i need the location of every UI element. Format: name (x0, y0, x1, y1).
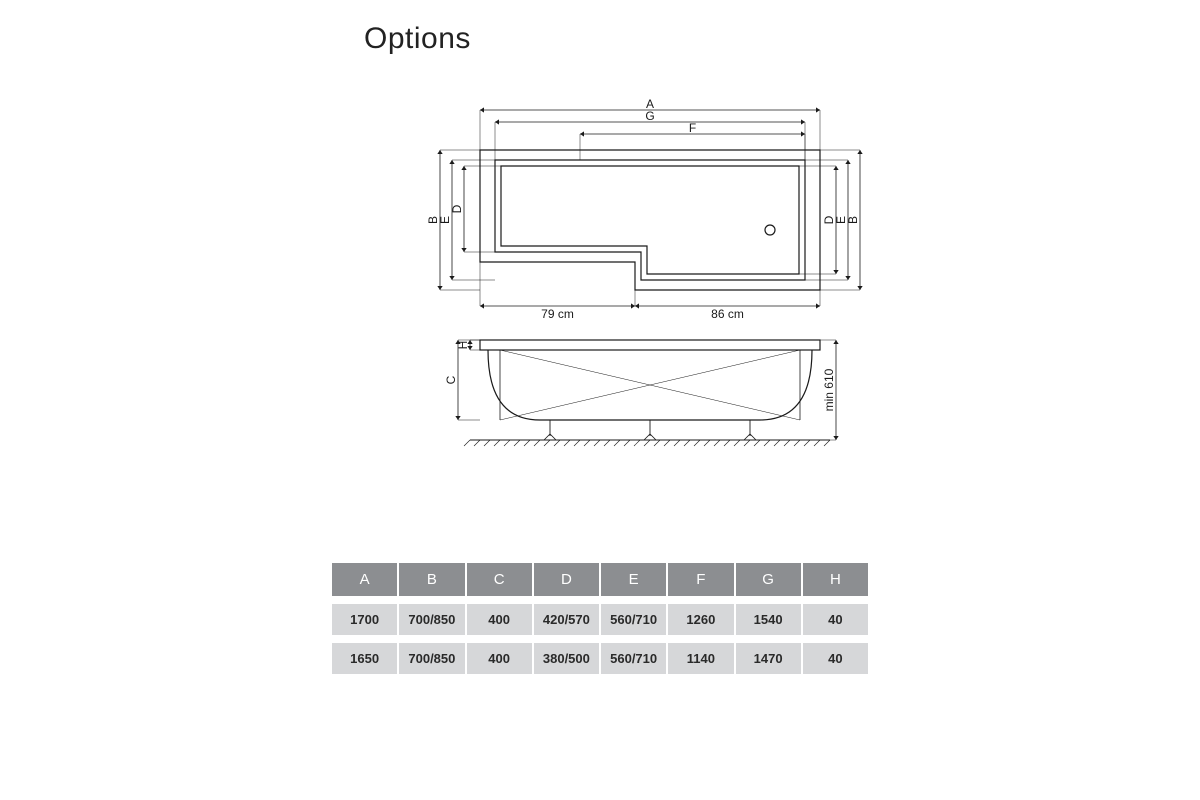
cell: 1700 (332, 604, 397, 635)
technical-drawing: AGFBEDDEB79 cm86 cmHCmin 610 (400, 80, 880, 460)
col-G: G (736, 563, 801, 596)
cell: 40 (803, 643, 868, 674)
col-A: A (332, 563, 397, 596)
cell: 1650 (332, 643, 397, 674)
col-F: F (668, 563, 733, 596)
svg-text:B: B (846, 216, 860, 224)
cell: 420/570 (534, 604, 599, 635)
svg-text:F: F (689, 121, 696, 135)
cell: 400 (467, 604, 532, 635)
cell: 1260 (668, 604, 733, 635)
cell: 1140 (668, 643, 733, 674)
cell: 400 (467, 643, 532, 674)
cell: 1470 (736, 643, 801, 674)
table-row: 1700700/850400420/570560/7101260154040 (332, 604, 868, 635)
dimensions-table: ABCDEFGH 1700700/850400420/570560/710126… (330, 555, 870, 682)
cell: 40 (803, 604, 868, 635)
col-D: D (534, 563, 599, 596)
col-H: H (803, 563, 868, 596)
page-title: Options (364, 22, 471, 56)
svg-text:D: D (450, 204, 464, 213)
col-B: B (399, 563, 464, 596)
svg-text:C: C (444, 375, 458, 384)
svg-text:G: G (645, 109, 654, 123)
cell: 560/710 (601, 643, 666, 674)
col-C: C (467, 563, 532, 596)
svg-text:E: E (438, 216, 452, 224)
cell: 700/850 (399, 643, 464, 674)
svg-text:79 cm: 79 cm (541, 307, 574, 321)
cell: 700/850 (399, 604, 464, 635)
col-E: E (601, 563, 666, 596)
table-row: 1650700/850400380/500560/7101140147040 (332, 643, 868, 674)
svg-text:86 cm: 86 cm (711, 307, 744, 321)
cell: 1540 (736, 604, 801, 635)
cell: 380/500 (534, 643, 599, 674)
cell: 560/710 (601, 604, 666, 635)
svg-text:min 610: min 610 (822, 368, 836, 411)
